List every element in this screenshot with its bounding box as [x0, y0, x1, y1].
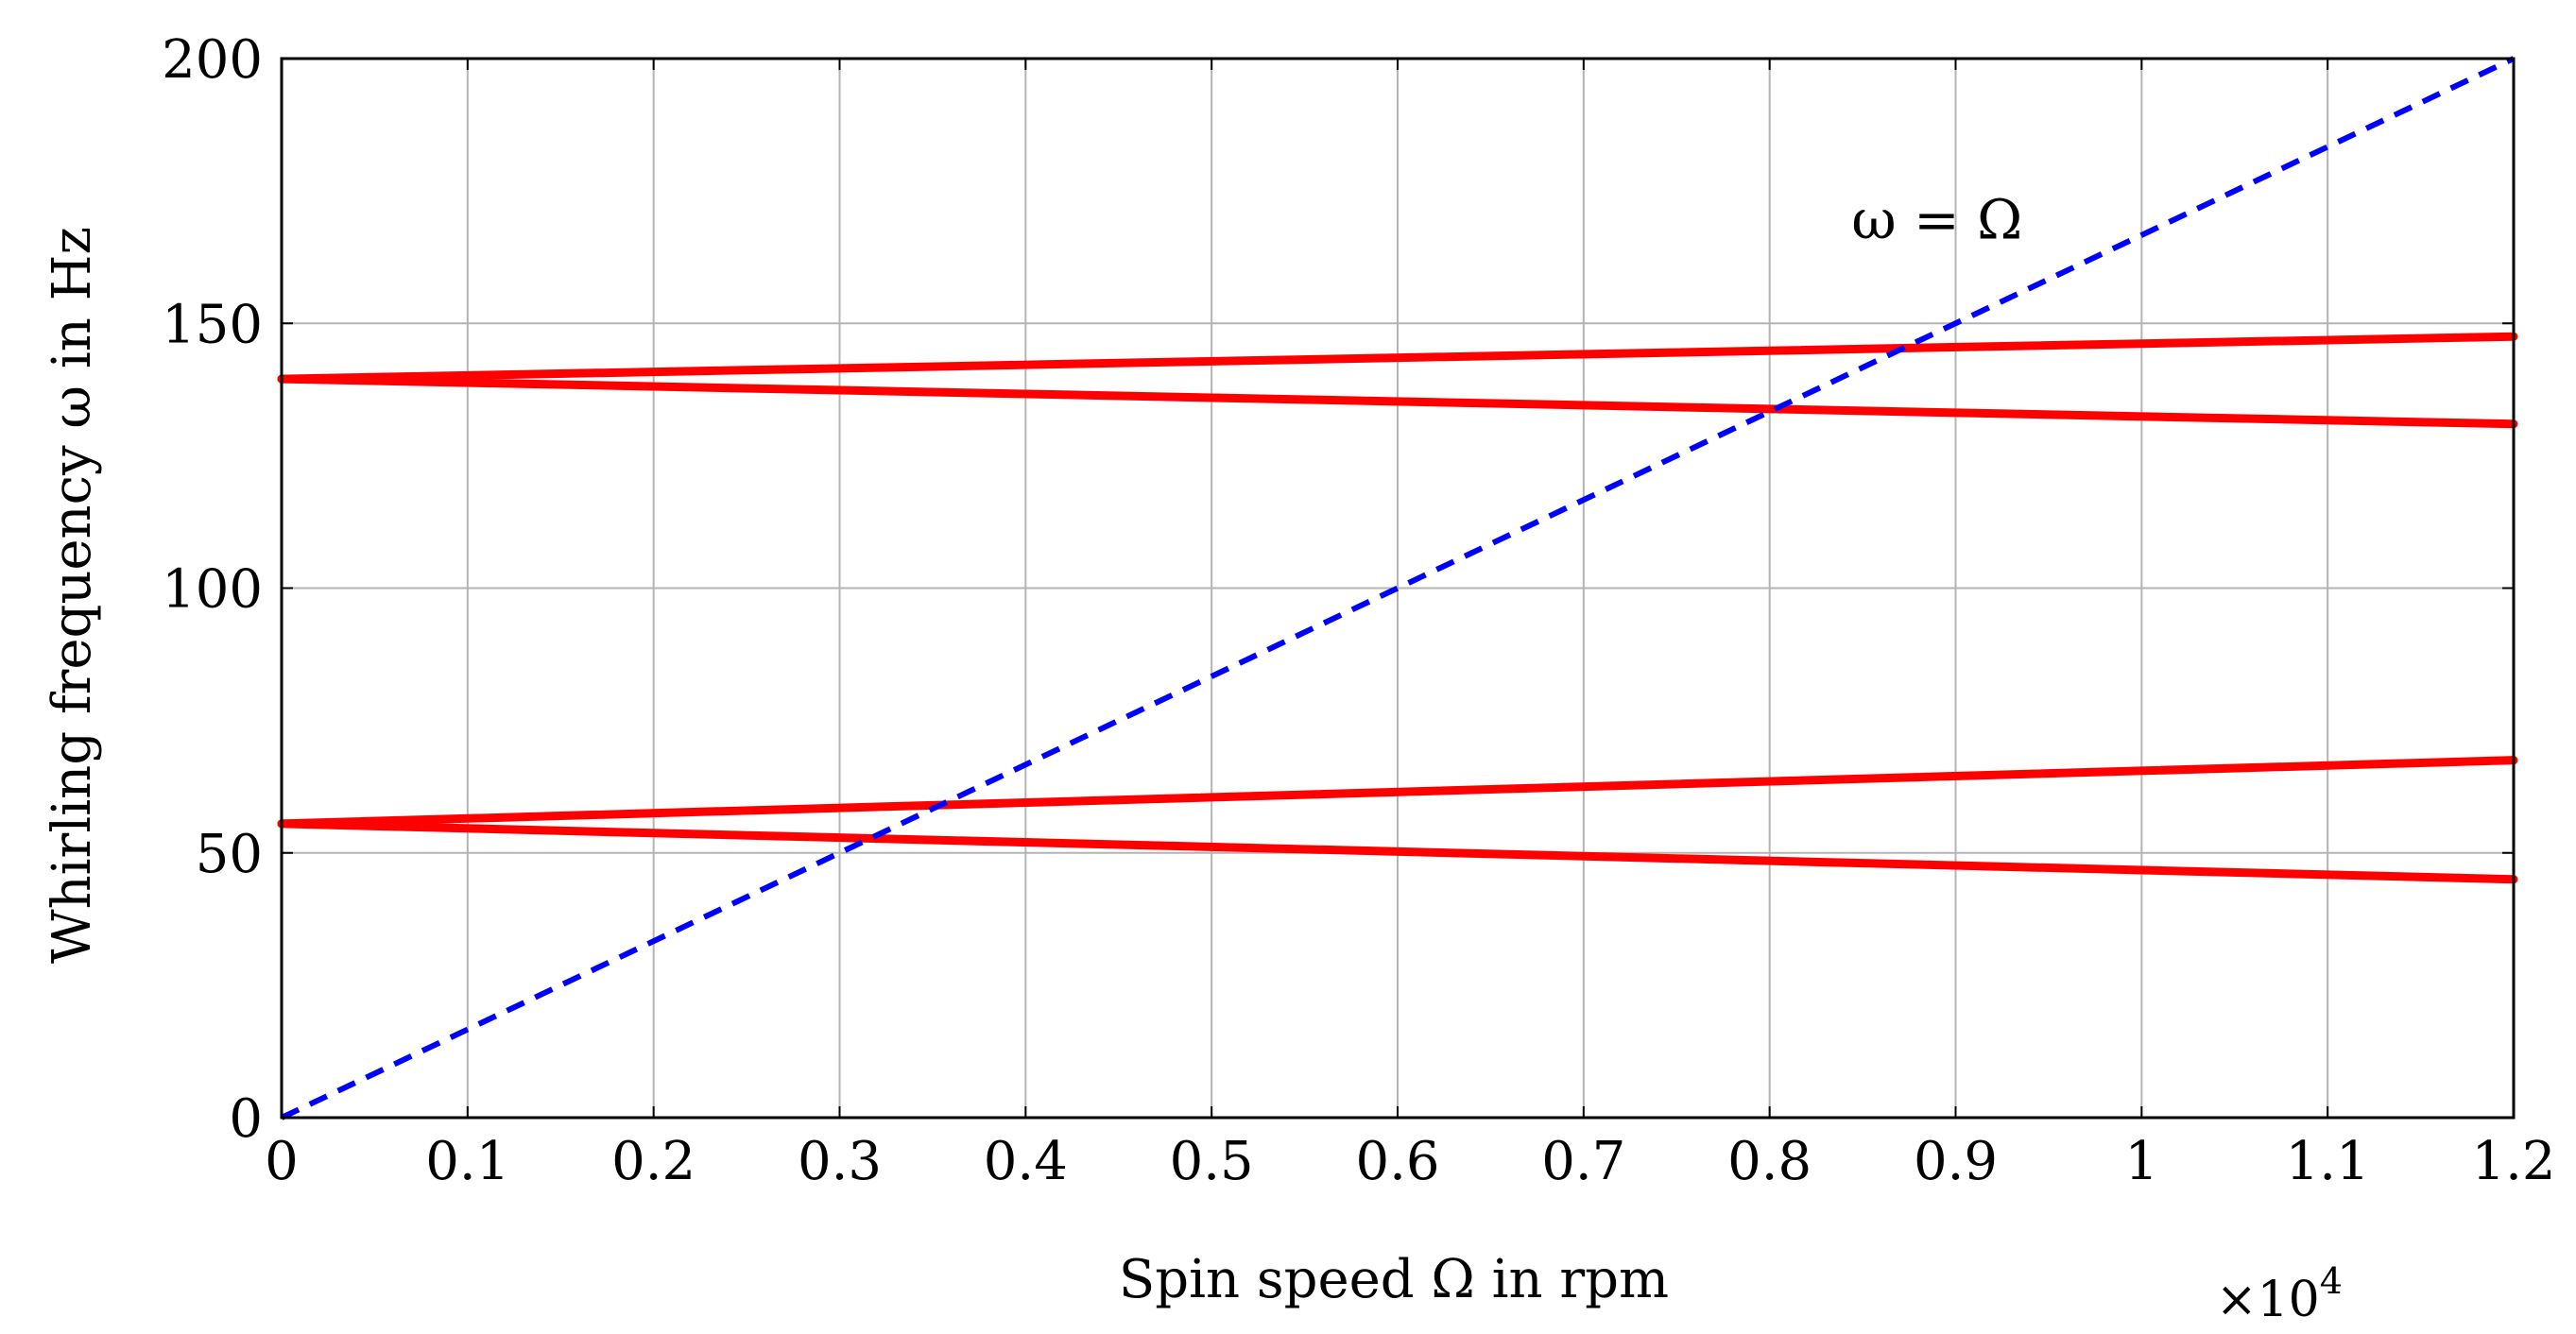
y-tick-label: 150: [162, 294, 263, 355]
x-tick-label: 0: [265, 1131, 299, 1192]
x-tick-label: 0.7: [1541, 1131, 1625, 1192]
plot-series: [277, 56, 2518, 1120]
y-tick-label: 200: [162, 29, 263, 91]
series-line-5: [280, 56, 2516, 1120]
x-tick-label: 0.9: [1914, 1131, 1998, 1192]
x-tick-label: 0.1: [425, 1131, 509, 1192]
x-axis-ticks: 0 0.1 0.2 0.3 0.4 0.5 0.6 0.7 0.8 0.9 1 1.1 1.2: [265, 59, 2556, 1192]
x-tick-label: 1: [2125, 1131, 2159, 1192]
x-axis-multiplier: ×104: [2216, 1260, 2343, 1328]
x-axis-label: Spin speed Ω in rpm: [1119, 1249, 1669, 1310]
annotation-omega-equals-spin: ω = Ω: [1851, 188, 2022, 252]
y-axis-label: Whirling frequency ω in Hz: [42, 227, 103, 964]
annotations: ω = Ω: [1851, 188, 2022, 252]
series-line-4: [277, 374, 2518, 429]
x-tick-label: 0.4: [984, 1131, 1068, 1192]
x-tick-label: 0.5: [1170, 1131, 1254, 1192]
series-line-1: [277, 756, 2518, 829]
series-line-2: [277, 819, 2518, 884]
x-tick-label: 1.2: [2471, 1131, 2555, 1192]
x-tick-label: 0.8: [1727, 1131, 1812, 1192]
x-axis-multiplier-base: ×10: [2216, 1272, 2320, 1328]
y-tick-label: 0: [229, 1088, 263, 1150]
y-axis-ticks: 0 50 100 150 200: [162, 29, 2514, 1150]
x-tick-label: 0.2: [611, 1131, 696, 1192]
grid: [282, 59, 2514, 1118]
y-tick-label: 50: [196, 824, 263, 885]
x-tick-label: 1.1: [2286, 1131, 2370, 1192]
x-axis-multiplier-exponent: 4: [2320, 1260, 2343, 1302]
x-tick-label: 0.3: [798, 1131, 882, 1192]
series-line-3: [277, 332, 2518, 384]
y-tick-label: 100: [162, 559, 263, 621]
x-tick-label: 0.6: [1355, 1131, 1439, 1192]
